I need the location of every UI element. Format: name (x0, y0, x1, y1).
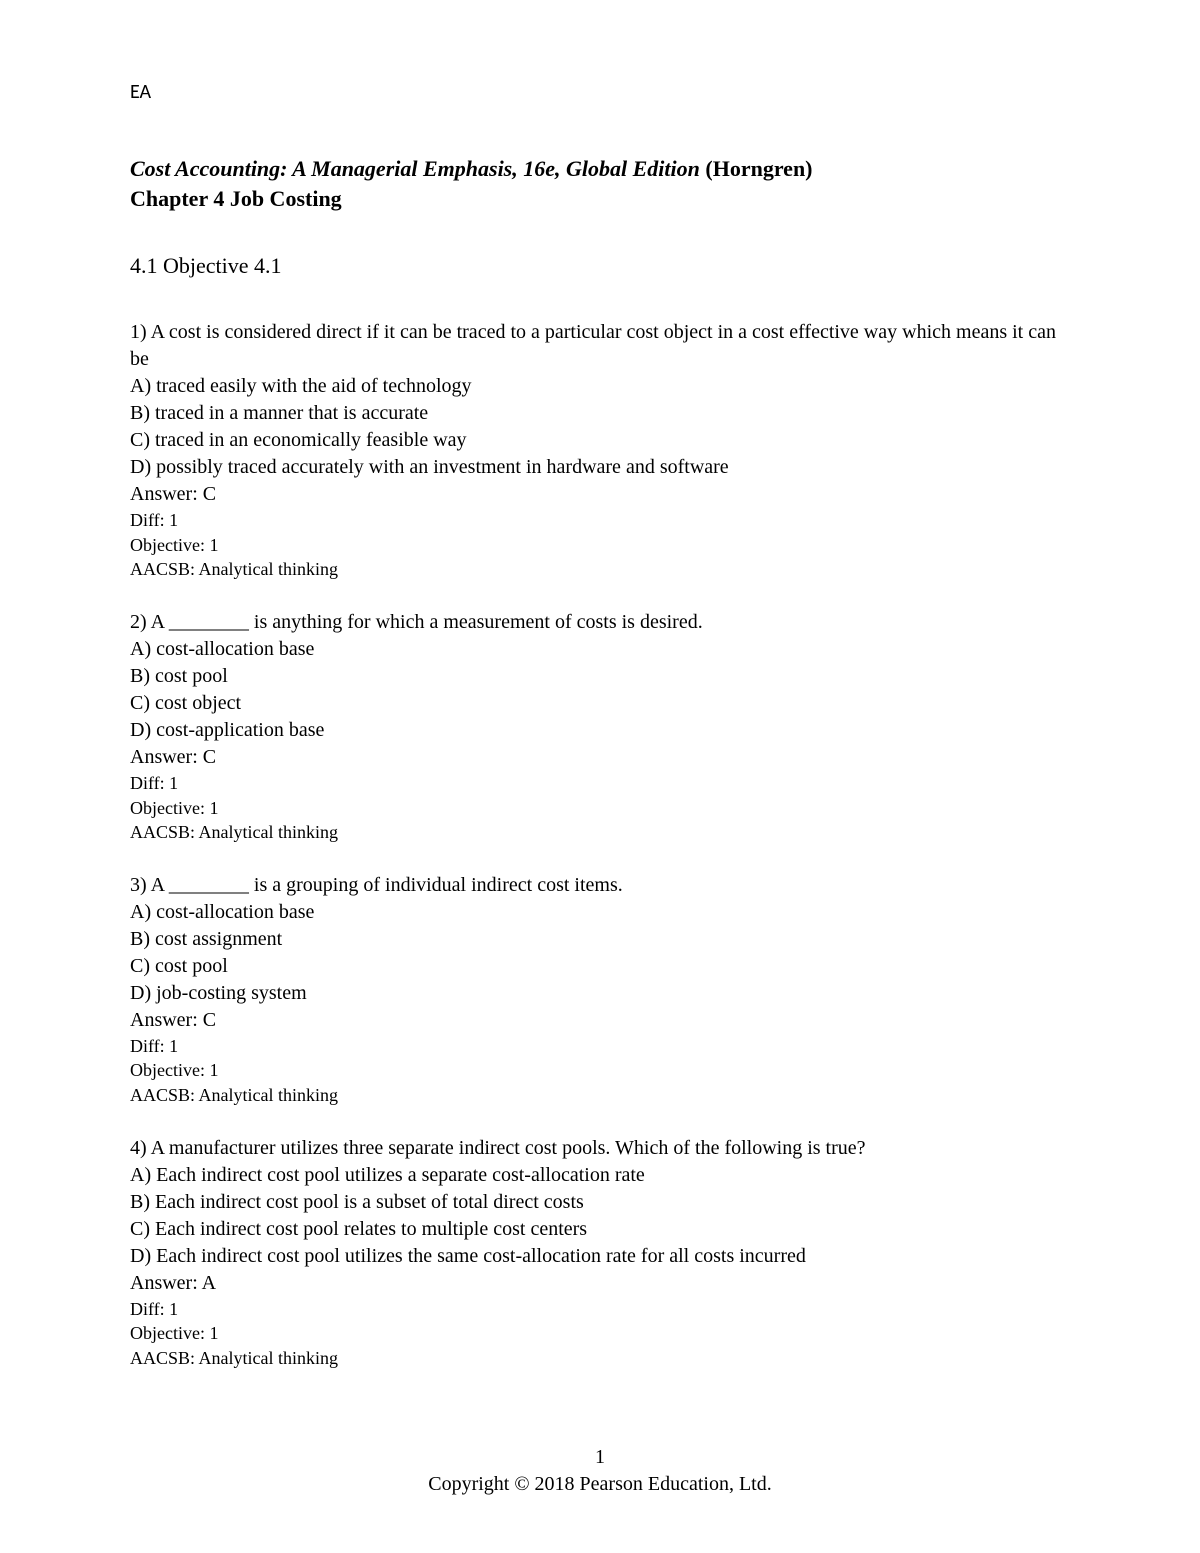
question-aacsb: AACSB: Analytical thinking (130, 557, 1070, 581)
question-option: A) cost-allocation base (130, 899, 1070, 926)
question-option: B) cost pool (130, 663, 1070, 690)
title-block: Cost Accounting: A Managerial Emphasis, … (130, 154, 1070, 213)
question-option: C) cost pool (130, 953, 1070, 980)
question-stem: 2) A ________ is anything for which a me… (130, 609, 1070, 636)
question-block: 4) A manufacturer utilizes three separat… (130, 1135, 1070, 1370)
author-name: (Horngren) (700, 156, 813, 181)
question-option: A) traced easily with the aid of technol… (130, 373, 1070, 400)
question-aacsb: AACSB: Analytical thinking (130, 1083, 1070, 1107)
question-option: D) cost-application base (130, 717, 1070, 744)
question-option: D) job-costing system (130, 980, 1070, 1007)
question-option: D) possibly traced accurately with an in… (130, 454, 1070, 481)
question-stem: 1) A cost is considered direct if it can… (130, 319, 1070, 373)
question-option: C) Each indirect cost pool relates to mu… (130, 1216, 1070, 1243)
question-diff: Diff: 1 (130, 508, 1070, 532)
page-number: 1 (595, 1446, 605, 1468)
question-block: 2) A ________ is anything for which a me… (130, 609, 1070, 844)
question-answer: Answer: C (130, 1007, 1070, 1034)
section-heading: 4.1 Objective 4.1 (130, 253, 1070, 279)
question-option: A) cost-allocation base (130, 636, 1070, 663)
page: EA Cost Accounting: A Managerial Emphasi… (0, 0, 1200, 1553)
question-diff: Diff: 1 (130, 1297, 1070, 1321)
question-objective: Objective: 1 (130, 533, 1070, 557)
question-stem: 4) A manufacturer utilizes three separat… (130, 1135, 1070, 1162)
question-answer: Answer: C (130, 744, 1070, 771)
question-option: C) cost object (130, 690, 1070, 717)
header-mark: EA (130, 80, 1070, 104)
question-aacsb: AACSB: Analytical thinking (130, 1346, 1070, 1370)
question-objective: Objective: 1 (130, 1058, 1070, 1082)
copyright-text: Copyright © 2018 Pearson Education, Ltd. (428, 1473, 772, 1495)
question-answer: Answer: A (130, 1270, 1070, 1297)
question-block: 1) A cost is considered direct if it can… (130, 319, 1070, 581)
question-option: C) traced in an economically feasible wa… (130, 427, 1070, 454)
question-objective: Objective: 1 (130, 1321, 1070, 1345)
book-title: Cost Accounting: A Managerial Emphasis, … (130, 156, 700, 181)
question-answer: Answer: C (130, 481, 1070, 508)
question-option: B) traced in a manner that is accurate (130, 400, 1070, 427)
question-option: A) Each indirect cost pool utilizes a se… (130, 1162, 1070, 1189)
question-aacsb: AACSB: Analytical thinking (130, 820, 1070, 844)
question-stem: 3) A ________ is a grouping of individua… (130, 872, 1070, 899)
question-block: 3) A ________ is a grouping of individua… (130, 872, 1070, 1107)
question-option: D) Each indirect cost pool utilizes the … (130, 1243, 1070, 1270)
question-diff: Diff: 1 (130, 771, 1070, 795)
question-diff: Diff: 1 (130, 1034, 1070, 1058)
question-option: B) cost assignment (130, 926, 1070, 953)
question-option: B) Each indirect cost pool is a subset o… (130, 1189, 1070, 1216)
page-footer: 1 Copyright © 2018 Pearson Education, Lt… (0, 1444, 1200, 1498)
question-objective: Objective: 1 (130, 796, 1070, 820)
chapter-line: Chapter 4 Job Costing (130, 186, 342, 211)
